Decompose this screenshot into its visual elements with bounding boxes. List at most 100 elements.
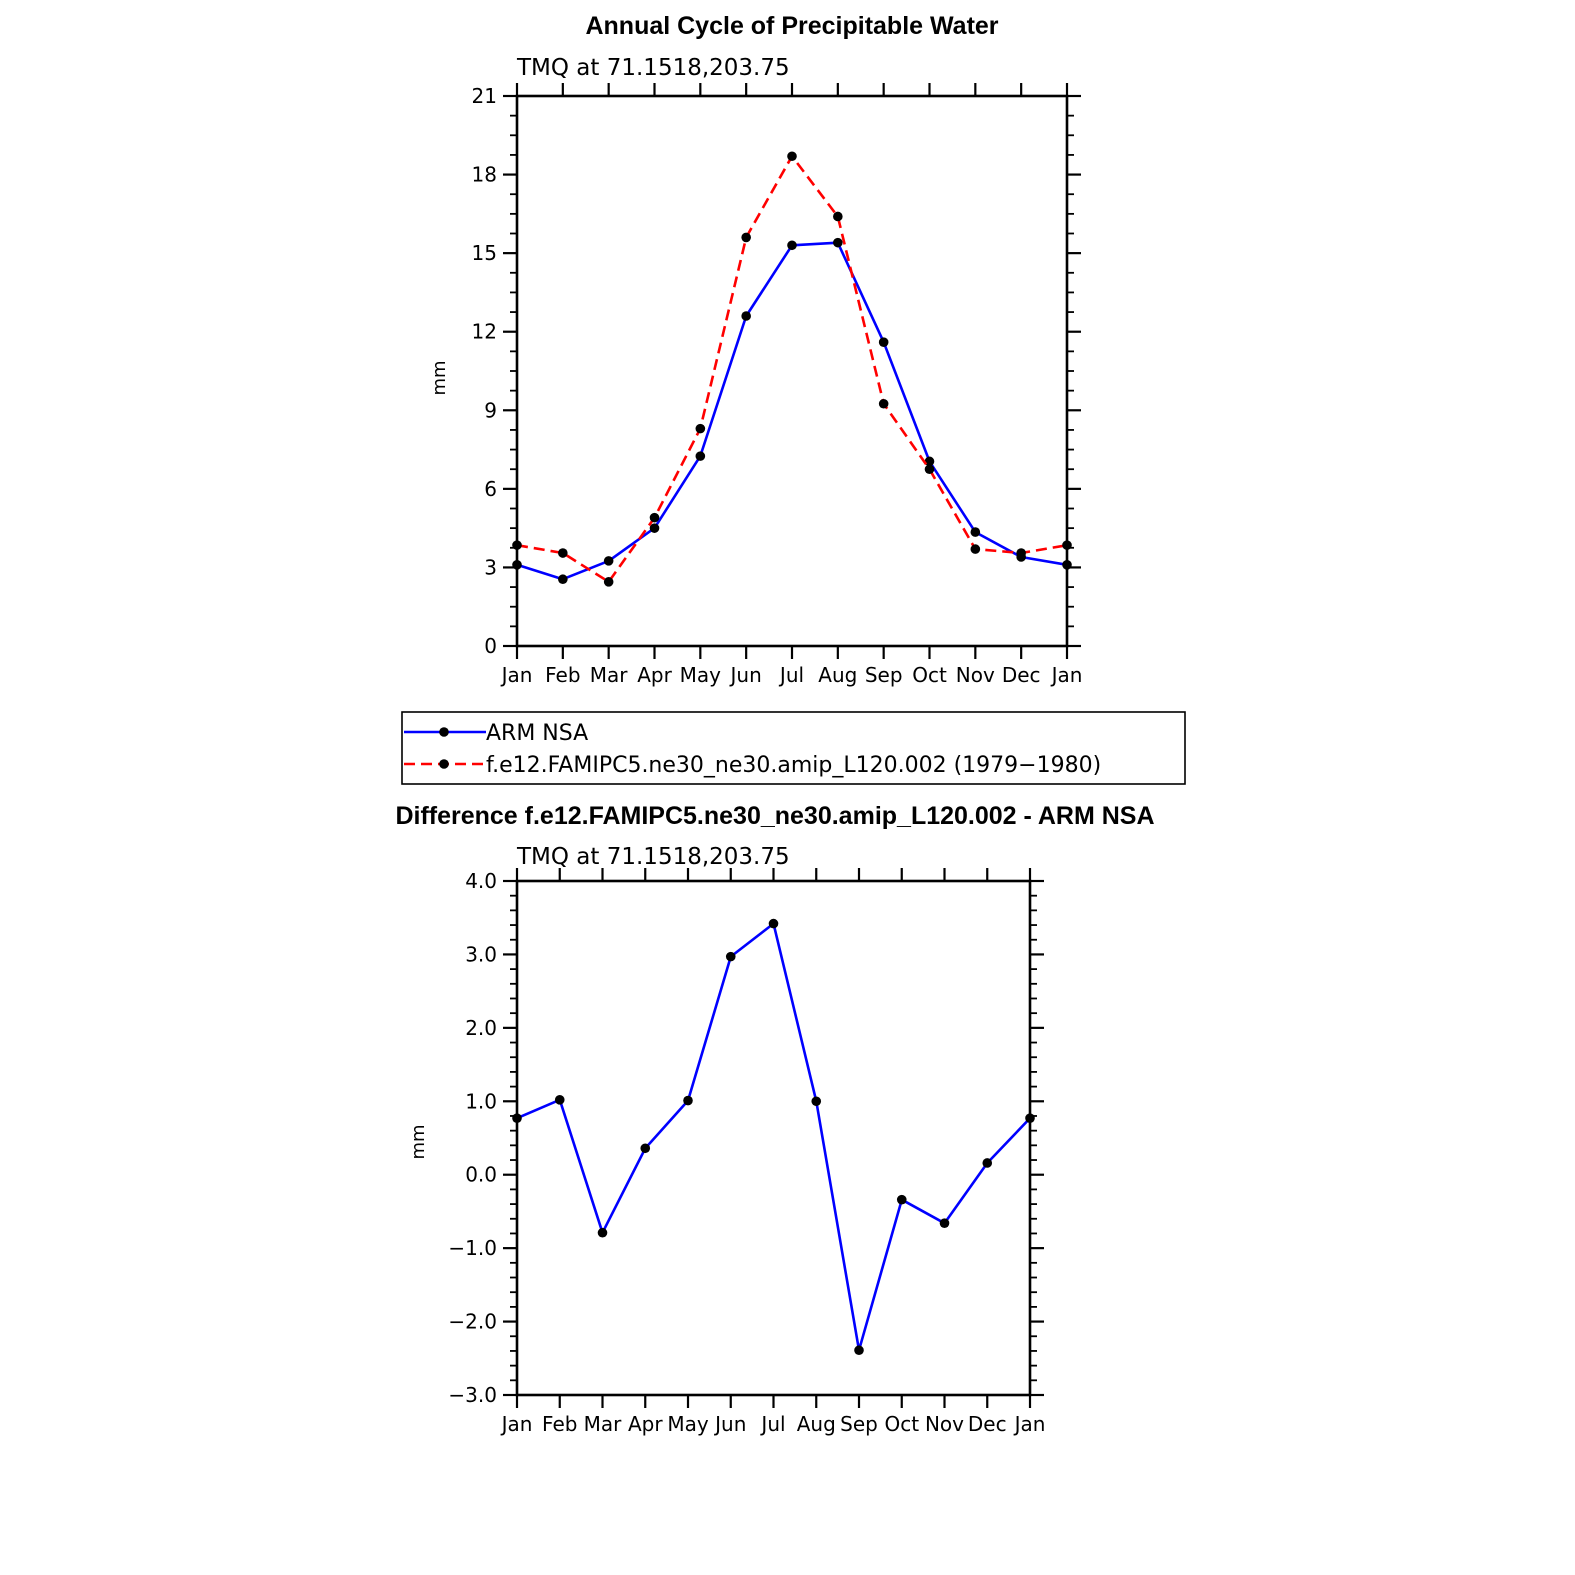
legend-label-model: f.e12.FAMIPC5.ne30_ne30.amip_L120.002 (1… [486,753,1101,778]
series-line-1 [516,154,1068,584]
x-tick-label: Nov [925,1412,964,1436]
data-point [512,540,522,550]
y-tick-label: 0.0 [465,1163,497,1187]
data-point [787,151,797,162]
data-point [787,240,797,251]
x-tick-label: Jan [500,663,533,687]
data-point [982,1158,993,1168]
y-tick-label: 6 [484,477,497,501]
series-line-0 [516,241,1068,581]
plot-frame [515,879,1032,1397]
y-tick-label: 2.0 [465,1016,497,1040]
data-point [649,523,660,533]
data-point [1025,1113,1035,1123]
data-point [924,464,935,475]
data-point [970,527,981,537]
x-tick-label: May [667,1412,709,1436]
y-tick-label: 9 [484,398,497,422]
y-axis-label: mm [429,360,450,395]
data-point [558,548,568,558]
data-point [741,232,751,243]
legend-marker-model [439,759,449,769]
data-point [695,423,706,434]
x-tick-label: Dec [968,1412,1007,1436]
x-tick-label: Feb [545,663,580,687]
data-point [833,211,843,222]
legend-label-arm-nsa: ARM NSA [486,721,588,746]
data-point [597,1227,608,1238]
y-tick-label: −1.0 [448,1236,497,1260]
x-tick-label: Aug [818,663,857,687]
data-point [1016,548,1026,558]
x-tick-label: Oct [884,1412,919,1436]
y-tick-label: 15 [472,241,497,265]
y-tick-label: 1.0 [465,1089,497,1113]
chart-title: Annual Cycle of Precipitable Water [585,12,998,40]
data-point [878,398,889,409]
data-point [878,337,889,347]
x-tick-label: Mar [590,663,629,687]
x-tick-label: Nov [956,663,995,687]
data-point [695,451,706,461]
chart-subtitle: TMQ at 71.1518,203.75 [516,844,790,870]
x-tick-label: Apr [637,663,672,687]
plot-area: Jan Feb Mar Apr May Jun Jul Aug Sep Oct Nov Dec Jan−… [448,868,1045,1436]
y-tick-label: 18 [472,163,497,187]
data-point [683,1095,693,1106]
legend-entry-model: f.e12.FAMIPC5.ne30_ne30.amip_L120.002 (1… [404,753,1101,778]
legend: ARM NSA f.e12.FAMIPC5.ne30_ne30.amip_L12… [401,711,1186,785]
data-point [741,311,751,321]
data-point [854,1345,864,1356]
y-tick-label: 4.0 [465,869,497,893]
chart-difference: Difference f.e12.FAMIPC5.ne30_ne30.amip_… [395,802,1154,1436]
data-point [833,237,843,248]
data-point [924,456,935,467]
y-axis-label: mm [408,1124,429,1159]
data-point [603,556,614,566]
x-tick-label: Aug [797,1412,836,1436]
data-point [939,1218,950,1228]
data-point [640,1143,651,1154]
x-tick-label: Sep [865,663,903,687]
x-tick-label: Jan [1013,1412,1046,1436]
chart-subtitle: TMQ at 71.1518,203.75 [516,55,790,81]
data-point [603,577,614,587]
chart-annual-cycle: Annual Cycle of Precipitable Water TMQ a… [429,12,1082,687]
y-tick-label: 3 [484,555,497,579]
data-point [512,560,522,570]
y-tick-label: 3.0 [465,942,497,966]
data-point [558,574,568,585]
x-tick-label: Feb [542,1412,577,1436]
chart-title: Difference f.e12.FAMIPC5.ne30_ne30.amip_… [395,802,1154,830]
x-tick-label: Sep [840,1412,878,1436]
legend-entry-arm-nsa: ARM NSA [404,721,588,746]
data-point [512,1113,522,1123]
data-point [768,918,779,929]
y-tick-label: −2.0 [448,1310,497,1334]
legend-box [401,711,1186,785]
y-tick-label: −3.0 [448,1383,497,1407]
y-tick-label: 12 [472,320,497,344]
plot-area: Jan Feb Mar Apr May Jun Jul Aug Sep Oct Nov Dec Jan0… [472,83,1083,687]
data-point [649,512,660,523]
data-point [725,951,736,962]
data-point [554,1095,565,1105]
data-point [1062,540,1072,550]
data-point [1062,560,1072,570]
x-tick-label: Apr [628,1412,663,1436]
y-tick-label: 21 [472,84,497,108]
x-tick-label: Oct [912,663,947,687]
series-line-0 [516,922,1031,1352]
x-tick-label: Dec [1002,663,1041,687]
x-tick-label: Jun [729,663,762,687]
x-tick-label: Jan [500,1412,533,1436]
x-tick-label: Jun [713,1412,746,1436]
data-point [811,1096,822,1107]
x-tick-label: Jan [1050,663,1083,687]
x-tick-label: May [680,663,722,687]
x-tick-label: Mar [584,1412,623,1436]
data-point [970,544,981,554]
x-tick-label: Jul [759,1412,785,1436]
legend-marker-arm-nsa [439,727,449,737]
